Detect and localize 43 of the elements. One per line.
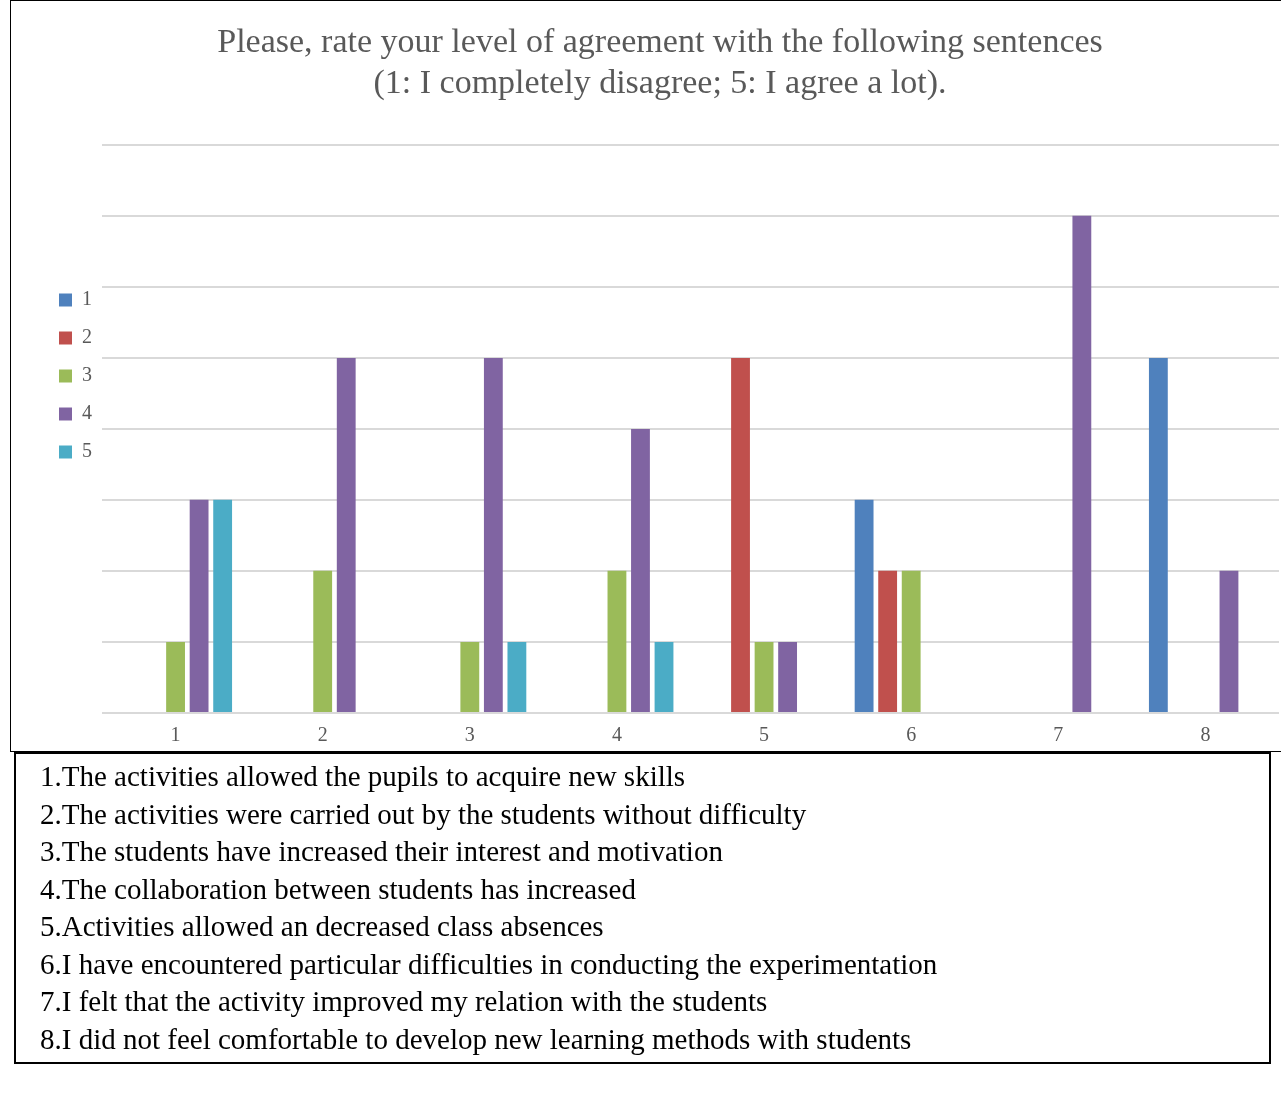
x-tick-label: 5	[759, 723, 770, 746]
x-tick-label: 8	[1200, 723, 1211, 746]
text: 7.I felt that the activity improved my relation with the students	[40, 984, 769, 1019]
text: 6.I have encountered particular difficulties in conducting the experimentation	[40, 946, 939, 982]
bar	[483, 357, 503, 712]
bar	[754, 641, 774, 712]
bar	[901, 570, 921, 712]
text: Please, rate your level of agreement with the following sentences	[217, 22, 1103, 60]
x-tick-label: 1	[170, 723, 181, 746]
bar	[1219, 570, 1239, 712]
text: (1: I completely disagree; 5: I agree a lot).	[373, 63, 947, 101]
bar	[313, 570, 333, 712]
legend-label: 3	[82, 363, 92, 386]
bar	[878, 570, 898, 712]
legend-label: 5	[82, 439, 92, 462]
bar	[607, 570, 627, 712]
x-tick-label: 3	[464, 723, 475, 746]
text: 5.Activities allowed an decreased class absences	[40, 909, 605, 944]
text: 2.The activities were carried out by the students without difficulty	[40, 796, 808, 832]
x-tick-label: 2	[317, 723, 328, 746]
x-tick-label: 4	[611, 723, 622, 746]
bar	[166, 641, 185, 712]
bar	[189, 499, 209, 712]
bar	[631, 429, 650, 712]
text: 3.The students have increased their interest and motivation	[40, 834, 724, 869]
bar	[1148, 357, 1168, 712]
bar	[778, 641, 798, 712]
bar	[1072, 215, 1092, 712]
x-tick-label: 6	[906, 723, 917, 746]
legend-label: 2	[82, 325, 92, 348]
legend-label: 4	[82, 401, 92, 424]
bar	[854, 499, 874, 712]
text: 8.I did not feel comfortable to develop new learning methods with students	[40, 1021, 913, 1057]
text: 4.The collaboration between students has increased	[40, 871, 637, 907]
x-tick-label: 7	[1053, 723, 1064, 746]
bar	[731, 357, 750, 712]
bar	[507, 641, 527, 712]
bar	[336, 357, 356, 712]
bar	[654, 641, 674, 712]
legend-label: 1	[82, 287, 92, 310]
bar	[460, 641, 480, 712]
text: 1.The activities allowed the pupils to acquire new skills	[40, 759, 687, 794]
bar	[213, 499, 233, 712]
